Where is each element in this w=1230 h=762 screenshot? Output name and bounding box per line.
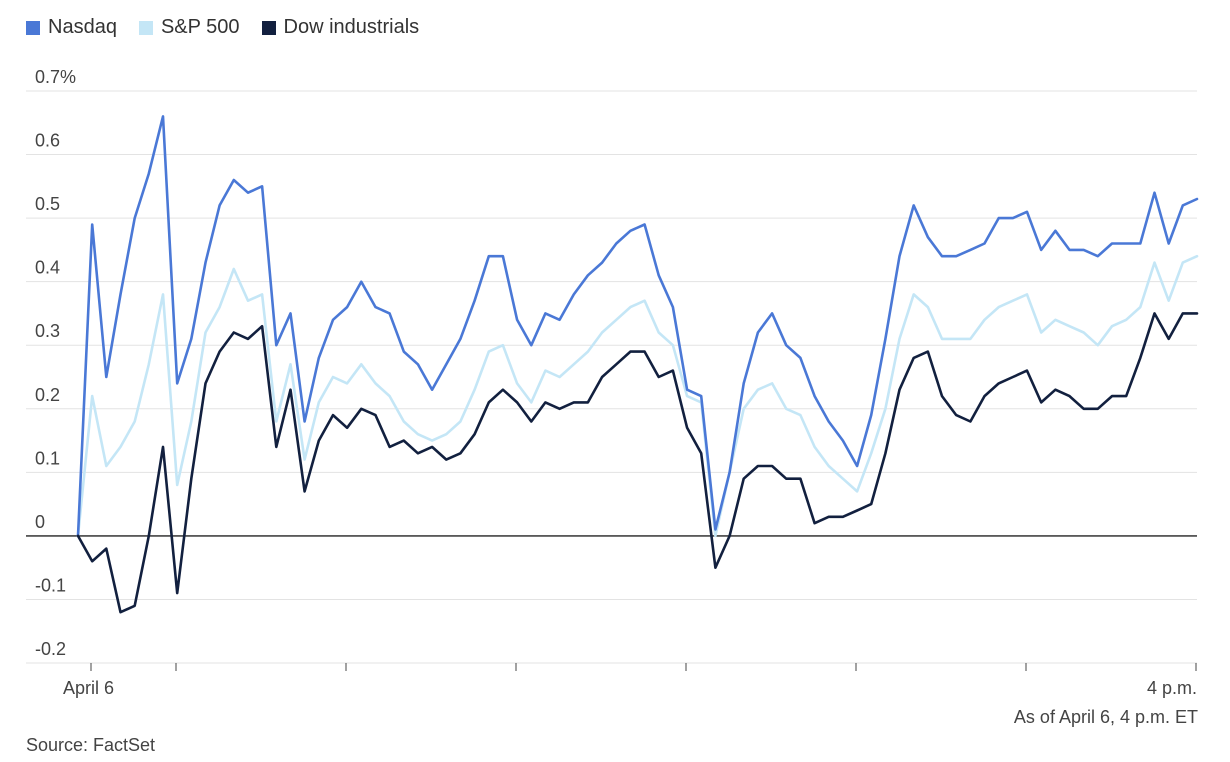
series-line-s-p-500 [76,254,1199,538]
line-chart: 0.7% 0.6 0.5 0.4 0.3 0.2 0.1 0 -0.1 -0.2 April 6 4 … [26,67,1199,698]
source-note: Source: FactSet [26,735,156,755]
y-tick-label: 0.3 [35,321,60,341]
legend-label-nasdaq: Nasdaq [48,16,117,38]
chart-legend: Nasdaq S&P 500 Dow industrials [26,16,419,39]
y-tick-label: -0.1 [35,575,66,595]
legend-swatch-nasdaq [26,20,40,35]
x-tick-label-end: 4 p.m. [1147,678,1197,698]
y-tick-label: 0.7% [35,67,76,87]
y-tick-label: 0.5 [35,194,60,214]
y-tick-label: 0.4 [35,258,60,278]
series-line-nasdaq [76,115,1199,538]
legend-item-sp500: S&P 500 [138,16,240,39]
series-line-dow-industrials [76,312,1199,614]
legend-swatch-sp500 [138,20,153,35]
legend-item-dow: Dow industrials [261,16,420,39]
as-of-note: As of April 6, 4 p.m. ET [1013,707,1198,727]
legend-label-sp500: S&P 500 [160,16,240,38]
legend-swatch-dow [261,20,276,35]
y-tick-label: -0.2 [35,639,66,659]
x-tick-label-start: April 6 [63,678,114,698]
y-tick-label: 0 [35,512,45,532]
y-tick-label: 0.2 [35,385,60,405]
legend-label-dow: Dow industrials [283,16,420,38]
legend-item-nasdaq: Nasdaq [26,16,117,39]
y-tick-label: 0.1 [35,448,60,468]
y-tick-label: 0.6 [35,131,60,151]
